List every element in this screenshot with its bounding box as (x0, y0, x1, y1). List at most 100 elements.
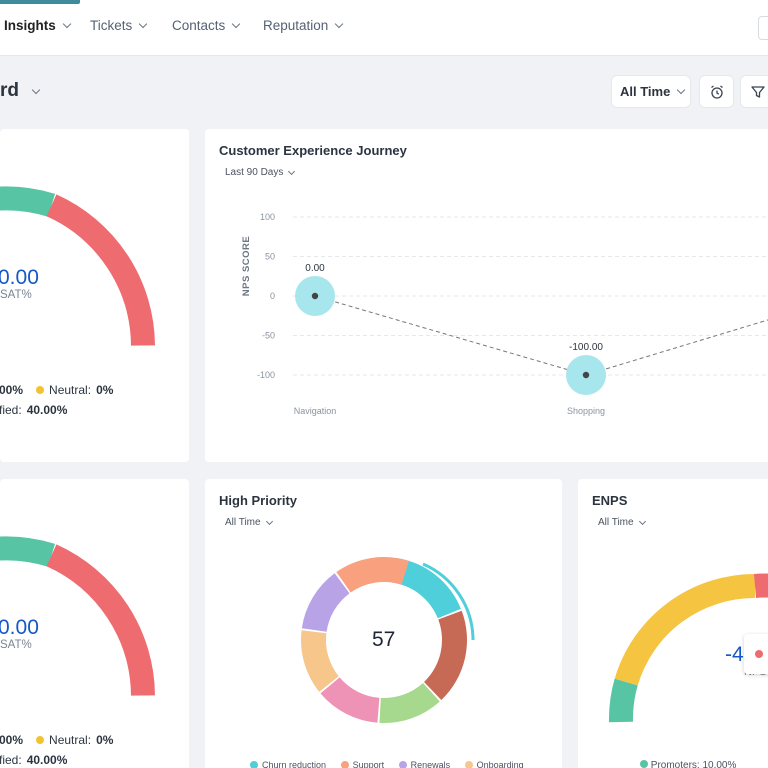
legend-value-dissatisfied: 40.00% (26, 753, 68, 767)
enps-bottom-legend: Promoters: 10.00% (640, 760, 736, 768)
legend-label-neutral: Neutral: (49, 383, 92, 397)
filter-button[interactable] (740, 75, 768, 108)
donut-segment[interactable] (392, 557, 461, 619)
csat-gauge (0, 186, 155, 346)
legend-dot (398, 761, 407, 768)
enps-card: ENPS All Time -4 NPS (578, 479, 768, 768)
data-point[interactable] (311, 292, 319, 300)
alarm-button[interactable] (699, 75, 734, 108)
donut-segment[interactable] (320, 677, 380, 723)
legend-item[interactable]: Churn reduction (250, 760, 326, 768)
tooltip-dot (755, 650, 763, 658)
data-label: -100.00 (569, 342, 603, 353)
donut-hover-highlight (422, 562, 475, 641)
high-priority-filter-label: All Time (225, 517, 261, 528)
nav-tab-label: Contacts (172, 18, 226, 33)
gauge-segment-satisfied (0, 186, 56, 217)
nav-tab-reputation[interactable]: Reputation (263, 18, 344, 33)
nav-tab-insights[interactable]: Insights (4, 18, 72, 33)
csat-label: SAT% (0, 639, 32, 651)
journey-line-chart: NPS SCORE 100 50 0 -50 -100 Navigation Shoppin… (241, 212, 768, 416)
legend-label: Support (352, 760, 385, 768)
chevron-down-icon (677, 85, 686, 95)
series-line (314, 295, 587, 376)
y-tick-label: 50 (265, 252, 275, 262)
alarm-clock-icon (710, 84, 723, 99)
dashboard-title-dropdown[interactable]: rd (0, 80, 41, 102)
nav-tab-tickets[interactable]: Tickets (90, 18, 148, 33)
journey-card: Customer Experience Journey Last 90 Days… (205, 129, 768, 462)
legend-label-dissatisfied: fied: (0, 753, 22, 767)
data-point[interactable] (582, 371, 590, 379)
active-tab-indicator (0, 0, 80, 4)
legend-item[interactable]: Renewals (398, 760, 451, 768)
enps-value: -4 (725, 643, 744, 666)
donut-total: 57 (372, 628, 396, 651)
chevron-down-icon (31, 85, 41, 94)
enps-title: ENPS (592, 493, 628, 508)
csat-card-bottom: 0.00 SAT% 00% Neutral: 0% fied: 40.00% (0, 479, 189, 768)
csat-value: 0.00 (0, 616, 39, 639)
nav-tab-label: Tickets (90, 18, 133, 33)
data-label: 0.00 (305, 263, 325, 274)
priority-legend: Churn reduction Support Renewals Onboard… (250, 760, 536, 768)
legend-label: Churn reduction (262, 760, 327, 768)
x-tick-label: Navigation (294, 406, 337, 416)
legend-label: Renewals (410, 760, 451, 768)
series-line (585, 319, 768, 376)
high-priority-title: High Priority (219, 493, 298, 508)
nav-tab-contacts[interactable]: Contacts (172, 18, 241, 33)
legend-item[interactable]: Support (340, 760, 385, 768)
legend-dot (640, 760, 648, 768)
enps-filter[interactable]: All Time (598, 517, 646, 528)
gauge-segment-satisfied (0, 536, 56, 567)
donut-segment[interactable] (301, 630, 339, 692)
page-title: rd (0, 80, 19, 101)
chevron-down-icon (232, 19, 241, 29)
gauge-segment-dissatisfied (46, 194, 155, 346)
donut-segment[interactable] (301, 573, 350, 632)
csat-label: SAT% (0, 289, 32, 301)
high-priority-card: High Priority All Time 57 Churn reductio… (205, 479, 562, 768)
legend-value-neutral: 0% (96, 383, 114, 397)
legend-dot (464, 761, 473, 768)
filter-icon (750, 85, 765, 98)
gauge-segment-promoters (608, 678, 638, 723)
y-tick-label: -50 (262, 331, 275, 341)
time-range-value: All Time (620, 84, 671, 99)
time-range-select[interactable]: All Time (611, 75, 691, 108)
legend-value: 00% (0, 733, 24, 747)
legend-item[interactable]: Onboarding (464, 760, 524, 768)
legend-label: Onboarding (476, 760, 524, 768)
high-priority-filter[interactable]: All Time (225, 517, 273, 528)
priority-donut-chart (301, 557, 475, 723)
csat-legend-line-1: 00% Neutral: 0% (0, 733, 113, 747)
enps-gauge (608, 573, 768, 723)
donut-segment[interactable] (336, 557, 410, 593)
legend-label-dissatisfied: fied: (0, 403, 22, 417)
csat-value: 0.00 (0, 266, 39, 289)
donut-segment[interactable] (424, 610, 467, 701)
legend-dot (250, 761, 258, 768)
csat-legend-line-2: fied: 40.00% (0, 753, 67, 767)
donut-segment[interactable] (379, 682, 440, 723)
x-tick-label: Shopping (567, 406, 605, 416)
journey-filter[interactable]: Last 90 Days (225, 167, 296, 178)
top-navigation: Insights Tickets Contacts Reputation (0, 0, 768, 56)
enps-filter-label: All Time (598, 517, 634, 528)
gauge-segment-passives (614, 573, 756, 686)
chevron-down-icon (62, 19, 72, 29)
legend-label-neutral: Neutral: (49, 733, 92, 747)
enps-tooltip (744, 634, 768, 674)
nav-tab-label: Insights (4, 18, 56, 33)
y-tick-label: 0 (270, 291, 275, 301)
enps-bottom-text: Promoters: 10.00% (650, 760, 737, 768)
csat-legend-line-2: fied: 40.00% (0, 403, 67, 417)
chevron-down-icon (335, 19, 344, 29)
csat-legend-line-1: 00% Neutral: 0% (0, 383, 113, 397)
y-tick-label: 100 (260, 212, 275, 222)
top-right-control[interactable] (758, 16, 768, 40)
gauge-segment-dissatisfied (46, 544, 155, 696)
neutral-dot (36, 386, 45, 394)
csat-card-top: 0.00 SAT% 00% Neutral: 0% fied: 40.00% (0, 129, 189, 462)
